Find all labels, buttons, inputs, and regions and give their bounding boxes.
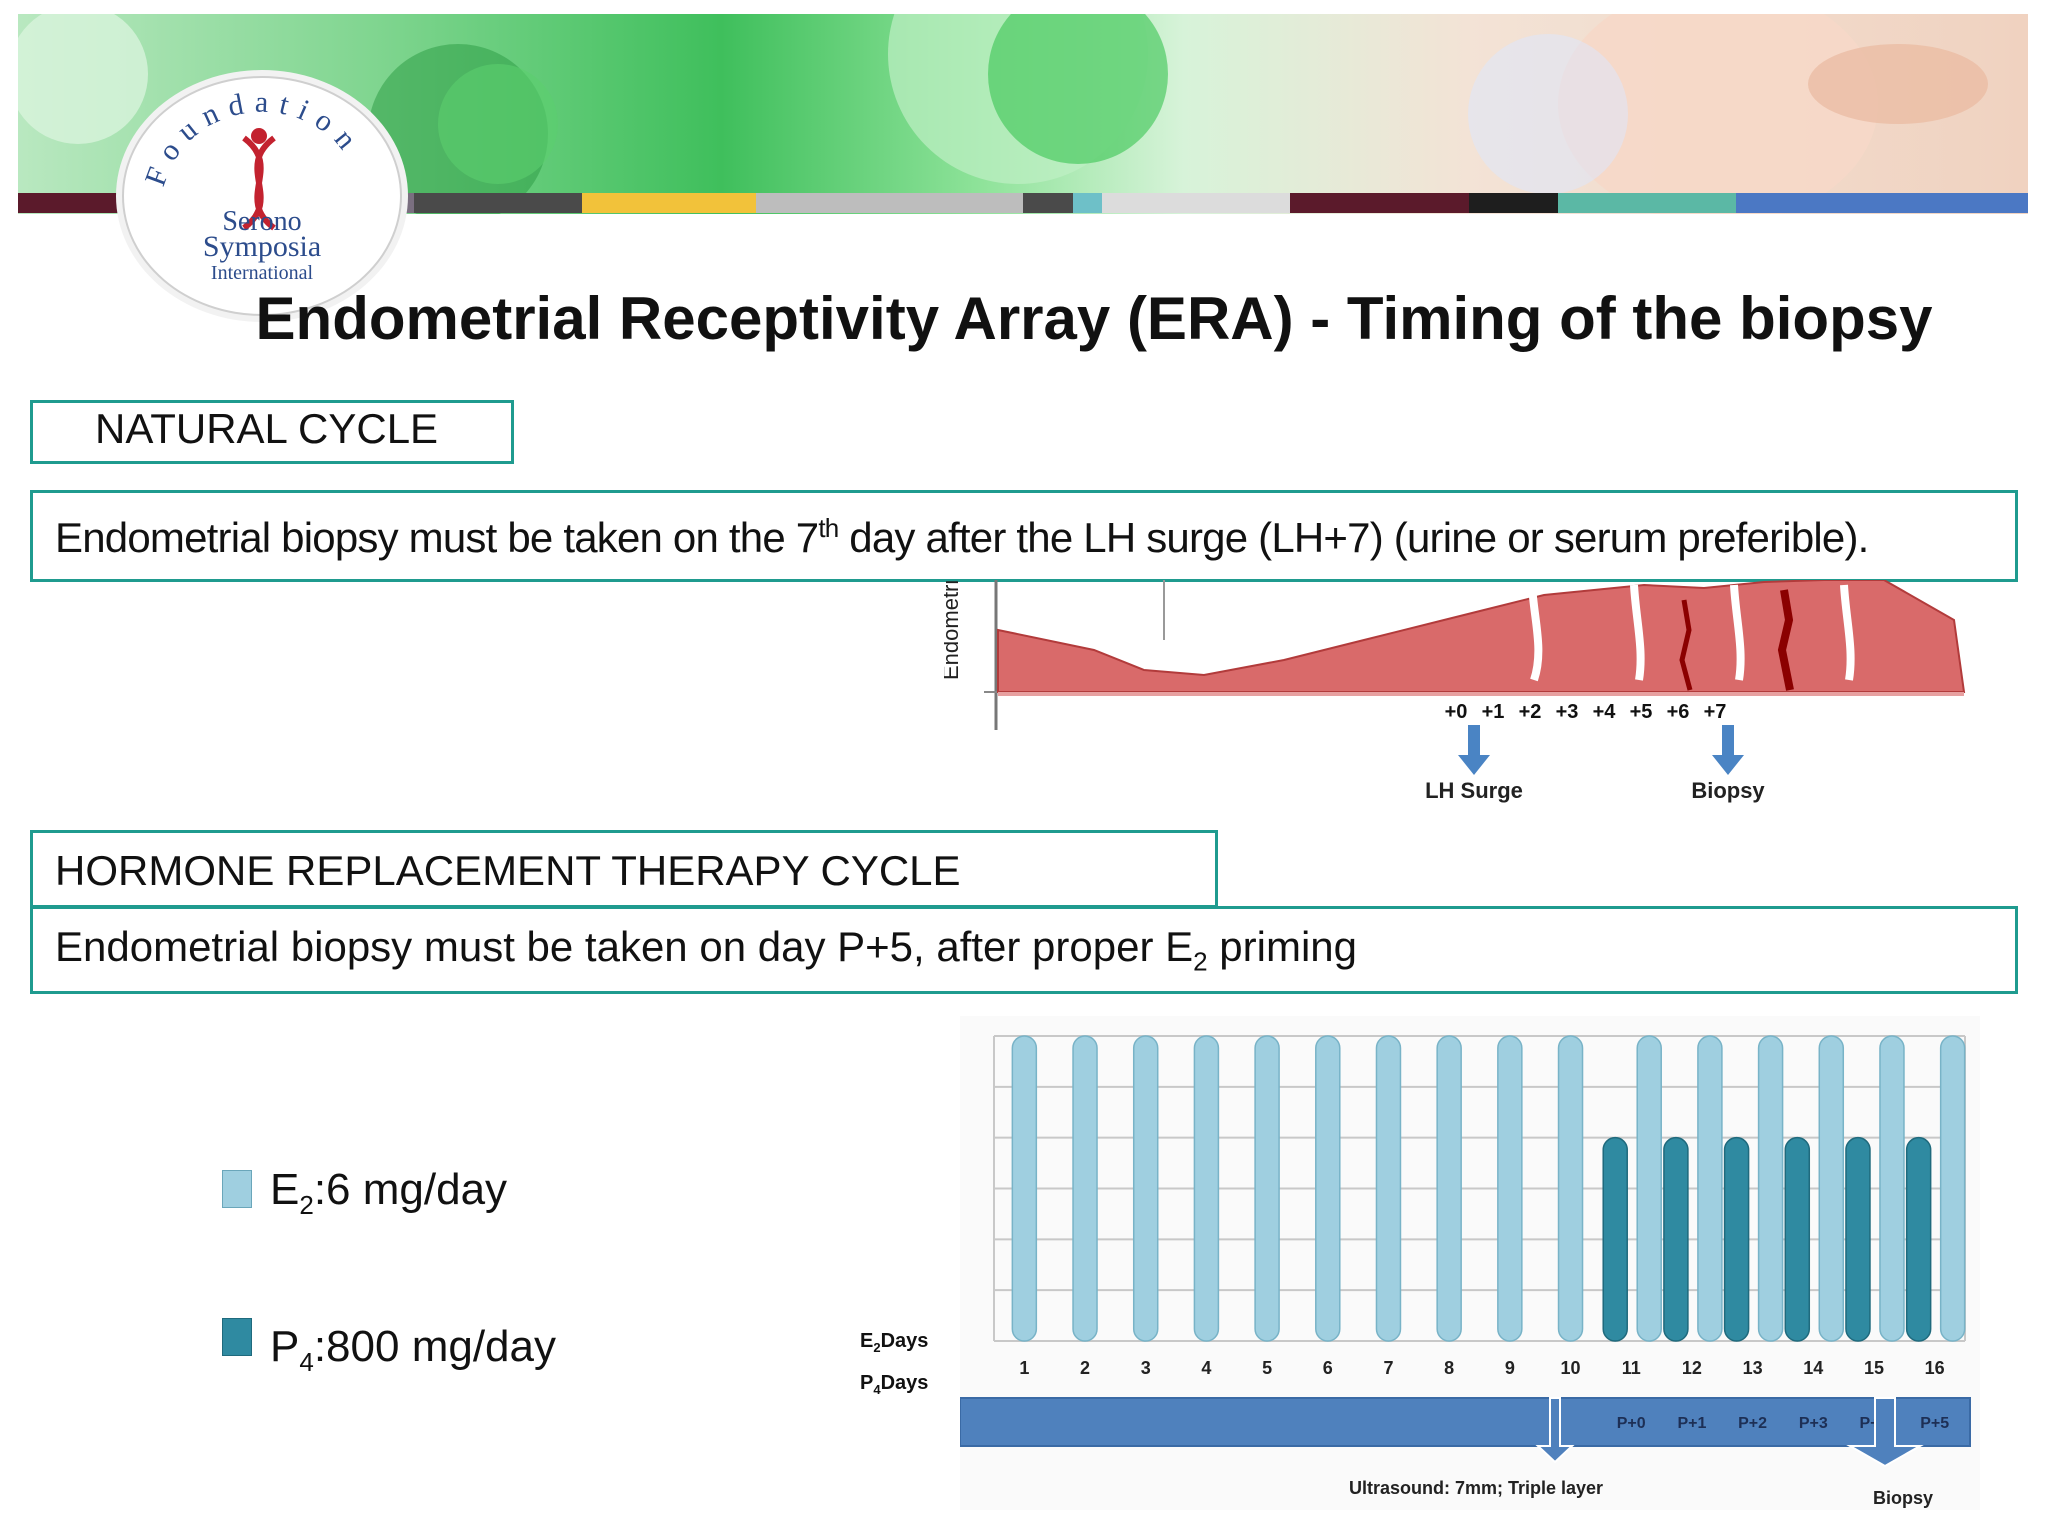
banner-decoration <box>18 14 1988 214</box>
p4-days-row-label: P4Days <box>860 1372 929 1397</box>
chart-biopsy-label: Biopsy <box>1873 1488 1933 1508</box>
category-label: 4 <box>1201 1358 1211 1378</box>
e2-bar <box>1757 1035 1784 1342</box>
hormone-bar-chart: 1 2 3 4 5 6 7 8 9 10 11 12 13 14 15 16 P+0 P+1 P+2 P+3 P+4 P… <box>960 1016 1980 1510</box>
logo-line-2: Symposia <box>202 230 322 263</box>
e2-bar <box>1818 1035 1845 1342</box>
category-label: 15 <box>1864 1358 1884 1378</box>
day-label: +7 <box>1704 701 1727 723</box>
e2-bar <box>1697 1035 1723 1342</box>
p4-bar <box>1663 1136 1689 1342</box>
page-title: Endometrial Receptivity Array (ERA) - Ti… <box>255 285 1933 352</box>
e2-bar <box>1375 1035 1402 1342</box>
e2-bar <box>1636 1035 1662 1342</box>
e2-bar <box>1011 1035 1038 1342</box>
category-label: 2 <box>1080 1358 1090 1378</box>
e2-bar <box>1436 1035 1462 1342</box>
day-label: +2 <box>1519 701 1542 723</box>
biopsy-arrow-chart <box>1846 1397 1924 1468</box>
e2-days-row-label: E2Days <box>860 1330 929 1355</box>
day-label: +5 <box>1630 701 1653 723</box>
day-label: +1 <box>1482 701 1505 723</box>
hrt-text-box: Endometrial biopsy must be taken on day … <box>30 906 2018 994</box>
biopsy-arrow <box>1712 725 1744 775</box>
p-day-label: P+0 <box>1617 1415 1646 1432</box>
ultrasound-label: Ultrasound: 7mm; Triple layer <box>1349 1478 1603 1498</box>
natural-cycle-text-box: Endometrial biopsy must be taken on the … <box>30 490 2018 582</box>
ultrasound-arrow <box>1535 1397 1575 1464</box>
category-label: 12 <box>1682 1358 1702 1378</box>
e2-bar <box>1315 1035 1341 1342</box>
p-day-label: P+3 <box>1799 1415 1828 1432</box>
category-label: 11 <box>1622 1358 1641 1378</box>
natural-cycle-heading: NATURAL CYCLE <box>95 405 439 452</box>
hrt-text: Endometrial biopsy must be taken on day … <box>55 923 1358 977</box>
category-label: 3 <box>1141 1358 1151 1378</box>
category-label: 16 <box>1925 1358 1945 1378</box>
category-label: 14 <box>1803 1358 1823 1378</box>
legend-swatch-p4 <box>222 1318 252 1356</box>
lh-surge-arrow <box>1458 725 1490 775</box>
p4-bar <box>1784 1136 1811 1342</box>
e2-bar <box>1132 1035 1159 1342</box>
endometrium-axis-label: Endometriu <box>944 580 963 680</box>
e2-bar <box>1939 1035 1966 1342</box>
logo-line-3: International <box>210 262 314 284</box>
e2-bar <box>1193 1035 1220 1342</box>
foundation-logo: Foundation Serono Symposia International <box>122 76 402 316</box>
category-label: 9 <box>1505 1358 1515 1378</box>
endometrium-diagram: Endometriu +0 +1 +2 +3 +4 +5 +6 +7 LH Surge Bio… <box>944 580 1966 803</box>
natural-cycle-text: Endometrial biopsy must be taken on the … <box>55 513 1869 561</box>
header-banner <box>18 14 2028 214</box>
e2-bar <box>1879 1035 1905 1342</box>
category-label: 8 <box>1444 1358 1454 1378</box>
category-label: 6 <box>1323 1358 1333 1378</box>
p-day-label: P+2 <box>1738 1415 1767 1432</box>
foundation-ring-text: Foundation <box>139 86 359 231</box>
category-label: 13 <box>1743 1358 1763 1378</box>
legend-p4: P4:800 mg/day <box>270 1322 556 1377</box>
e2-bar <box>1557 1035 1584 1342</box>
logo-line-1: Serono <box>222 206 302 237</box>
category-label: 10 <box>1561 1358 1581 1378</box>
category-label: 1 <box>1019 1358 1029 1378</box>
e2-bar <box>1497 1035 1523 1342</box>
day-label: +4 <box>1593 701 1617 723</box>
biopsy-label: Biopsy <box>1691 778 1765 803</box>
e2-bar <box>1072 1035 1098 1342</box>
p-day-label: P+5 <box>1920 1415 1949 1432</box>
legend-swatch-e2 <box>222 1170 252 1208</box>
category-label: 5 <box>1262 1358 1272 1378</box>
hrt-heading: HORMONE REPLACEMENT THERAPY CYCLE <box>55 847 961 894</box>
day-label: +3 <box>1556 701 1579 723</box>
p4-bar <box>1845 1136 1871 1342</box>
timeline-band <box>960 1397 1971 1447</box>
p4-bar <box>1602 1136 1628 1342</box>
legend-e2: E2:6 mg/day <box>270 1165 508 1220</box>
category-label: 7 <box>1383 1358 1393 1378</box>
p4-bar <box>1905 1136 1932 1342</box>
day-label: +6 <box>1667 701 1690 723</box>
e2-bar <box>1254 1035 1280 1342</box>
hrt-heading-box: HORMONE REPLACEMENT THERAPY CYCLE <box>30 830 1218 908</box>
p4-bar <box>1723 1136 1750 1342</box>
lh-surge-label: LH Surge <box>1425 778 1523 803</box>
day-label: +0 <box>1445 701 1468 723</box>
natural-cycle-heading-box: NATURAL CYCLE <box>30 400 514 464</box>
p-day-label: P+1 <box>1677 1415 1706 1432</box>
